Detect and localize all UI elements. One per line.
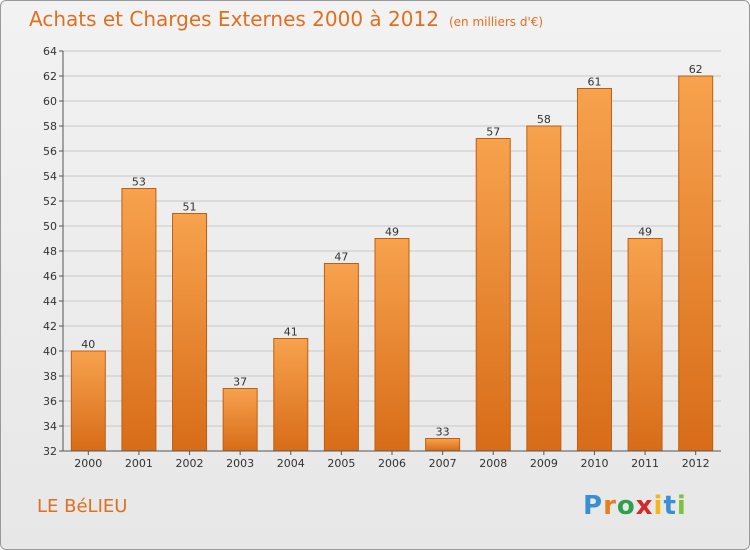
y-tick-label: 34 [43, 420, 57, 433]
x-tick-label-2000: 2000 [74, 457, 102, 470]
bars: 40 53 51 37 41 47 49 33 57 58 61 49 62 [70, 63, 714, 452]
x-tick-label-2010: 2010 [580, 457, 608, 470]
bar-2004 [273, 338, 309, 452]
y-tick-label: 64 [43, 45, 57, 58]
data-label-2002: 51 [183, 201, 197, 214]
y-tick-label: 32 [43, 445, 57, 458]
chart-title: Achats et Charges Externes 2000 à 2012 (e… [29, 7, 543, 31]
logo-letter: P [583, 491, 604, 521]
x-tick-label-2011: 2011 [631, 457, 659, 470]
data-label-2010: 61 [587, 76, 601, 89]
bar-2007 [425, 438, 461, 452]
data-label-2007: 33 [436, 426, 450, 439]
bar-2003 [222, 388, 258, 452]
x-tick-label-2005: 2005 [327, 457, 355, 470]
data-label-2008: 57 [486, 126, 500, 139]
y-tick-label: 38 [43, 370, 57, 383]
bar-2000 [70, 350, 106, 452]
data-label-2009: 58 [537, 113, 551, 126]
bar-2010 [576, 88, 612, 452]
y-tick-label: 48 [43, 245, 57, 258]
logo-letter: x [635, 491, 654, 521]
data-label-2005: 47 [334, 251, 348, 264]
logo-letter: o [616, 491, 636, 521]
logo-letter: t [663, 491, 677, 521]
x-tick-label-2012: 2012 [682, 457, 710, 470]
x-tick-label-2007: 2007 [429, 457, 457, 470]
y-tick-label: 58 [43, 120, 57, 133]
city-name: LE BéLIEU [37, 496, 128, 517]
bar-2001 [121, 188, 157, 452]
y-tick-label: 56 [43, 145, 57, 158]
x-tick-label-2008: 2008 [479, 457, 507, 470]
data-label-2001: 53 [132, 176, 146, 189]
y-tick-label: 60 [43, 95, 57, 108]
data-label-2006: 49 [385, 226, 399, 239]
x-tick-label-2006: 2006 [378, 457, 406, 470]
y-tick-label: 54 [43, 170, 57, 183]
bar-2009 [526, 125, 562, 452]
data-label-2003: 37 [233, 376, 247, 389]
bar-2011 [627, 238, 663, 452]
data-label-2000: 40 [81, 338, 95, 351]
bar-2002 [172, 213, 208, 452]
proxiti-logo: Proxiti [583, 491, 687, 521]
y-tick-label: 44 [43, 295, 57, 308]
data-label-2011: 49 [638, 226, 652, 239]
logo-letter: i [676, 491, 687, 521]
data-label-2012: 62 [689, 63, 703, 76]
logo-letter: i [653, 491, 664, 521]
logo-letter: r [603, 491, 617, 521]
chart-unit: (en milliers d'€) [448, 15, 544, 29]
x-tick-label-2004: 2004 [277, 457, 305, 470]
y-tick-label: 50 [43, 220, 57, 233]
x-tick-label-2002: 2002 [176, 457, 204, 470]
y-tick-label: 62 [43, 70, 57, 83]
x-tick-label-2001: 2001 [125, 457, 153, 470]
y-tick-label: 36 [43, 395, 57, 408]
x-tick-label-2003: 2003 [226, 457, 254, 470]
bar-2005 [323, 263, 359, 452]
x-tick-label-2009: 2009 [530, 457, 558, 470]
bar-2006 [374, 238, 410, 452]
y-tick-label: 40 [43, 345, 57, 358]
y-tick-label: 52 [43, 195, 57, 208]
y-tick-label: 42 [43, 320, 57, 333]
chart-title-text: Achats et Charges Externes 2000 à 2012 [29, 7, 439, 31]
y-tick-label: 46 [43, 270, 57, 283]
bar-2012 [678, 75, 714, 452]
data-label-2004: 41 [284, 326, 298, 339]
axes: 32 34 36 38 40 42 44 46 48 50 52 54 56 58 60 62 64 2000 20… [43, 45, 721, 470]
bar-2008 [475, 138, 511, 452]
